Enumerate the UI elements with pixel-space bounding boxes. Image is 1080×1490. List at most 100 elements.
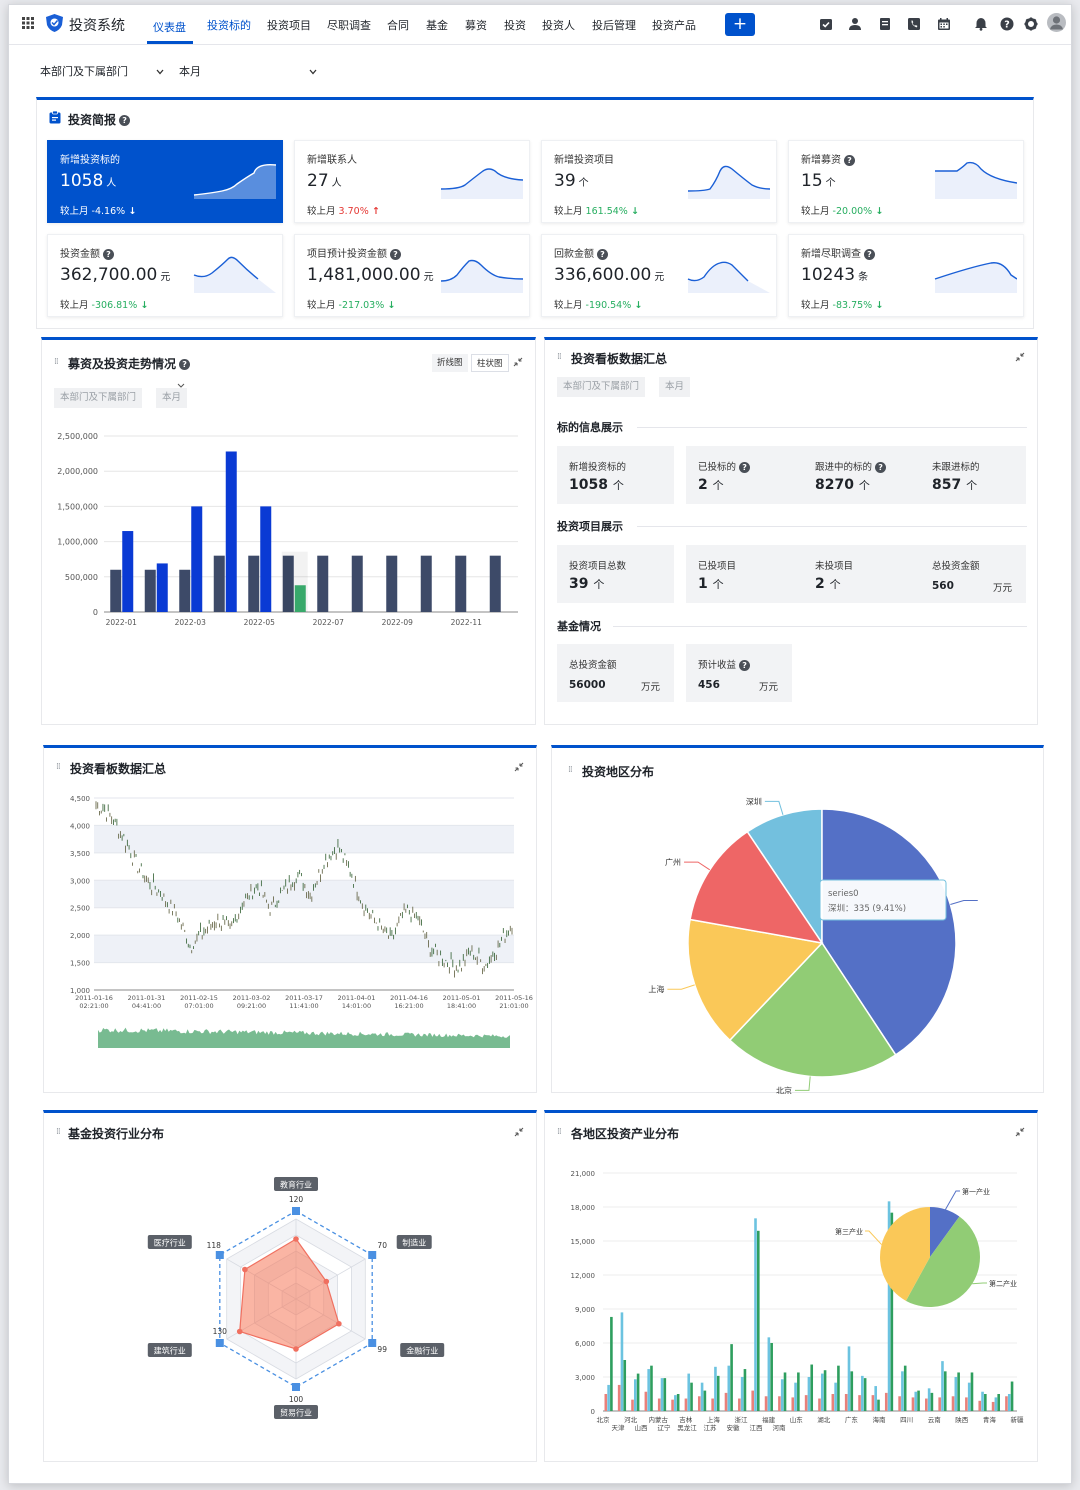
bar-series-b[interactable] [674, 1395, 677, 1411]
bar-series-a[interactable] [738, 1398, 741, 1411]
bar-series-c[interactable] [943, 1371, 947, 1411]
nav-fundraising[interactable]: 募资 [465, 19, 487, 32]
bar-series-a[interactable] [711, 1398, 714, 1411]
nav-investment-project[interactable]: 投资项目 [267, 19, 311, 32]
bar-series-c[interactable] [636, 1373, 640, 1411]
summary-dept-filter[interactable]: 本部门及下属部门 [557, 377, 646, 397]
bar-dark[interactable] [179, 569, 191, 612]
brief-card[interactable]: 投资金额? 362,700.00 元较上月 -306.81% ↓ [47, 234, 283, 317]
bar-series-b[interactable] [820, 1373, 824, 1411]
bar-series-b[interactable] [647, 1369, 650, 1411]
bar-series-c[interactable] [810, 1364, 814, 1411]
nav-investment-product[interactable]: 投资产品 [652, 19, 696, 32]
brief-card[interactable]: 新增投资标的 1058 人较上月 -4.16% ↓ [47, 140, 283, 223]
help-icon[interactable]: ? [390, 248, 401, 260]
drag-handle-icon[interactable]: ⁞⁞ [54, 357, 59, 367]
bar-series-b[interactable] [740, 1377, 744, 1411]
radar-point[interactable] [323, 1278, 330, 1285]
bar-dark[interactable] [455, 555, 467, 612]
notification-bell-icon[interactable] [974, 17, 988, 31]
phone-icon[interactable] [907, 17, 921, 31]
bar-series-c[interactable] [676, 1394, 680, 1411]
bar-series-b[interactable] [901, 1371, 904, 1411]
nav-contract[interactable]: 合同 [387, 19, 409, 32]
bar-dark[interactable] [144, 569, 156, 612]
bar-series-a[interactable] [657, 1398, 661, 1411]
bar-series-b[interactable] [1007, 1394, 1011, 1411]
bar-series-c[interactable] [650, 1365, 653, 1411]
bar-series-b[interactable] [941, 1361, 944, 1411]
bar-series-c[interactable] [690, 1382, 693, 1411]
bar-series-c[interactable] [917, 1390, 920, 1411]
bar-series-b[interactable] [981, 1391, 984, 1411]
nav-investment-target[interactable]: 投资标的 [207, 19, 251, 32]
summary-period-filter[interactable]: 本月 [659, 377, 691, 397]
brief-card[interactable]: 回款金额? 336,600.00 元较上月 -190.54% ↓ [541, 234, 777, 317]
bar-blue[interactable] [260, 506, 272, 612]
bar-dark[interactable] [213, 555, 225, 612]
collapse-icon[interactable] [513, 357, 523, 367]
task-check-icon[interactable] [819, 17, 833, 31]
bar-dark[interactable] [282, 555, 294, 612]
brief-card[interactable]: 新增募资? 15 个较上月 -20.00% ↓ [788, 140, 1024, 223]
bar-dark[interactable] [248, 555, 260, 612]
bar-series-b[interactable] [834, 1382, 837, 1411]
bar-series-a[interactable] [818, 1398, 821, 1411]
bar-series-c[interactable] [1010, 1381, 1014, 1411]
bar-series-a[interactable] [925, 1398, 928, 1411]
pie-slice[interactable] [746, 808, 823, 946]
bar-series-c[interactable] [863, 1378, 867, 1411]
brief-card[interactable]: 项目预计投资金额? 1,481,000.00 元较上月 -217.03% ↓ [294, 234, 530, 317]
pie-slice[interactable] [728, 941, 897, 1078]
drag-handle-icon[interactable]: ⁞⁞ [568, 765, 573, 775]
help-icon[interactable]: ? [844, 154, 855, 166]
radar-outer-point[interactable] [292, 1383, 300, 1391]
settings-gear-icon[interactable] [1024, 17, 1038, 31]
bar-series-c[interactable] [623, 1360, 627, 1411]
bar-series-c[interactable] [716, 1375, 720, 1411]
bar-series-c[interactable] [757, 1230, 760, 1411]
bar-series-c[interactable] [703, 1390, 707, 1411]
bar-series-b[interactable] [794, 1382, 797, 1411]
bar-series-c[interactable] [797, 1372, 800, 1411]
add-button[interactable]: + [725, 13, 755, 36]
bar-series-c[interactable] [770, 1343, 773, 1411]
bar-series-a[interactable] [684, 1398, 688, 1411]
bar-series-b[interactable] [861, 1375, 864, 1411]
bar-series-a[interactable] [764, 1396, 768, 1411]
bar-series-b[interactable] [847, 1346, 851, 1411]
bar-dark[interactable] [317, 555, 329, 612]
collapse-icon[interactable] [514, 1127, 524, 1137]
tab-line-chart[interactable]: 折线图 [432, 354, 468, 372]
user-avatar[interactable] [1047, 13, 1066, 32]
collapse-icon[interactable] [1015, 1127, 1025, 1137]
bar-series-b[interactable] [620, 1312, 624, 1411]
nav-dashboard[interactable]: 仪表盘 [153, 21, 186, 34]
help-icon[interactable]: ? [739, 660, 751, 671]
help-icon[interactable]: ? [739, 462, 751, 473]
bar-series-b[interactable] [874, 1386, 877, 1411]
bar-series-a[interactable] [965, 1397, 968, 1411]
bar-series-a[interactable] [951, 1396, 955, 1411]
nav-due-diligence[interactable]: 尽职调查 [327, 19, 371, 32]
bar-series-a[interactable] [751, 1390, 755, 1411]
bar-series-a[interactable] [631, 1399, 634, 1411]
bar-series-c[interactable] [970, 1372, 974, 1411]
bar-series-a[interactable] [724, 1392, 728, 1411]
brief-card[interactable]: 新增联系人 27 人较上月 3.70% ↑ [294, 140, 530, 223]
bar-series-a[interactable] [778, 1396, 781, 1411]
bar-blue[interactable] [294, 585, 306, 612]
nav-investment[interactable]: 投资 [504, 19, 526, 32]
bar-series-c[interactable] [957, 1372, 960, 1411]
bar-series-a[interactable] [911, 1397, 915, 1411]
bar-series-a[interactable] [804, 1395, 808, 1411]
radar-point[interactable] [293, 1346, 299, 1352]
radar-outer-point[interactable] [215, 1251, 224, 1259]
apps-grid-icon[interactable] [22, 17, 34, 29]
bar-series-a[interactable] [617, 1384, 621, 1411]
bar-series-a[interactable] [871, 1395, 875, 1411]
bar-series-c[interactable] [890, 1212, 894, 1411]
contacts-icon[interactable] [848, 17, 862, 31]
inset-pie-slice[interactable] [905, 1216, 980, 1307]
bar-dark[interactable] [386, 555, 398, 612]
